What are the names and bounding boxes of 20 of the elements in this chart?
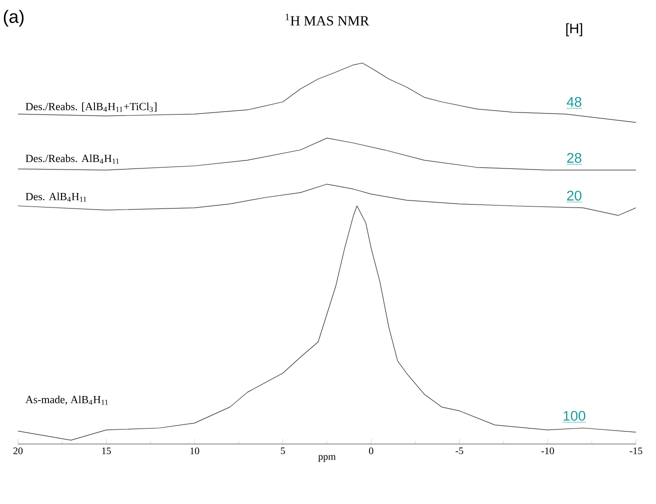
x-tick-label: -15 [630, 448, 642, 454]
text: (a) [4, 10, 24, 27]
x-tick-label: 0 [369, 448, 374, 454]
x-tick-label: 20 [13, 448, 23, 454]
annotation: 20 [567, 190, 582, 201]
x-tick-label: 15 [102, 448, 111, 454]
annotation: 100 [564, 410, 586, 421]
annotation: 48 [566, 96, 582, 107]
text: [H] [566, 23, 582, 36]
series-label: Des. AlB$_{4}$H$_{11}$ [26, 192, 86, 202]
x-tick-label: -5 [456, 448, 464, 454]
x-tick-label: 10 [190, 448, 200, 454]
chart-title: $^{1}$H MAS NMR [286, 14, 370, 26]
x-tick-label: 5 [280, 448, 285, 454]
series-label: Des./Reabs. [AlB$_{4}$H$_{11}$+TiCl$_{3}$] [26, 102, 156, 112]
x-tick-label: -10 [541, 448, 554, 454]
annotation: 28 [567, 152, 582, 163]
x-axis-title: ppm [318, 455, 336, 462]
text: As-made, AlB$_{4}$H$_{11}$ [25, 396, 108, 405]
series-label: Des./Reabs. AlB$_{4}$H$_{11}$ [26, 154, 119, 164]
